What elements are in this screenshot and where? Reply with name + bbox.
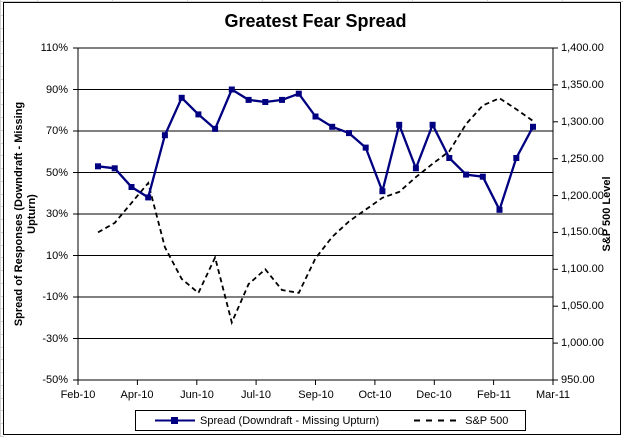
spread-marker (412, 165, 419, 172)
spread-marker (362, 144, 369, 151)
left-axis-tick-label: 70% (45, 125, 68, 137)
x-axis-tick-label: Feb-11 (476, 389, 512, 401)
legend-spread-label: Spread (Downdraft - Missing Upturn) (200, 414, 380, 427)
legend-sp500-line-sample (414, 419, 461, 422)
spread-marker (295, 90, 302, 97)
spread-marker (513, 155, 520, 161)
x-axis-tick-label: Dec-10 (416, 389, 452, 401)
legend: Spread (Downdraft - Missing Upturn) S&P … (135, 410, 526, 431)
spread-marker (329, 123, 336, 130)
spread-marker (145, 194, 152, 201)
right-axis-tick-label: 1,400.00 (561, 42, 604, 54)
x-axis-tick-label: Oct-10 (358, 389, 392, 401)
spread-marker (379, 188, 386, 195)
spread-marker (479, 173, 486, 180)
left-axis-tick-label: 110% (40, 42, 68, 54)
legend-sp500-label: S&P 500 (465, 414, 509, 427)
left-axis-tick-label: 10% (45, 250, 68, 262)
right-axis-tick-label: 1,050.00 (561, 300, 604, 312)
spread-marker (496, 206, 503, 213)
x-axis-tick-label: Jul-10 (241, 389, 271, 401)
spread-marker (228, 86, 235, 93)
spread-marker (429, 121, 436, 128)
x-axis-tick-label: Apr-10 (120, 389, 154, 401)
x-axis-tick-label: Jun-10 (180, 389, 214, 401)
spread-series-line (97, 88, 535, 211)
spread-marker (245, 96, 252, 103)
right-axis-tick-label: 1,150.00 (561, 226, 604, 238)
spread-marker (178, 94, 185, 101)
right-axis-tick-label: 1,100.00 (561, 263, 604, 275)
spread-marker (396, 121, 403, 128)
right-axis-tick-label: 1,350.00 (561, 79, 604, 91)
left-axis-tick-label: -50% (42, 374, 68, 386)
spread-marker (212, 125, 219, 132)
sheet-gridline-left (0, 0, 1, 437)
x-axis-tick-label: Feb-10 (60, 389, 96, 401)
spread-marker (279, 96, 285, 103)
spread-marker (346, 130, 352, 137)
spread-marker (128, 184, 135, 190)
right-axis-tick-label: 1,000.00 (561, 337, 604, 349)
left-axis-tick-label: 90% (45, 84, 68, 96)
sp500-series-line (97, 97, 534, 326)
spread-marker (161, 132, 168, 139)
left-axis-tick-label: -10% (42, 291, 68, 303)
right-axis-tick-label: 950.00 (561, 374, 595, 386)
chart-title: Greatest Fear Spread (224, 11, 407, 31)
spread-marker (446, 155, 453, 161)
chart-frame (3, 2, 621, 435)
legend-spread-line-sample (155, 417, 195, 424)
spread-marker (195, 111, 202, 118)
spread-marker (111, 165, 118, 172)
x-axis-tick-label: Sep-10 (298, 389, 334, 401)
spread-marker (95, 163, 101, 170)
spread-marker (530, 123, 536, 130)
x-axis-tick-label: Mar-11 (535, 389, 571, 401)
sheet-gridline-top (0, 1, 623, 2)
left-axis-tick-label: -30% (42, 333, 68, 345)
spread-marker (463, 171, 470, 178)
left-axis-tick-label: 50% (45, 167, 68, 179)
spread-marker (262, 99, 269, 105)
right-axis-tick-label: 1,200.00 (561, 190, 604, 202)
right-axis-tick-label: 1,300.00 (561, 116, 604, 128)
right-axis-tick-label: 1,250.00 (561, 153, 604, 165)
spread-marker (312, 113, 319, 120)
left-axis-tick-label: 30% (45, 208, 68, 220)
